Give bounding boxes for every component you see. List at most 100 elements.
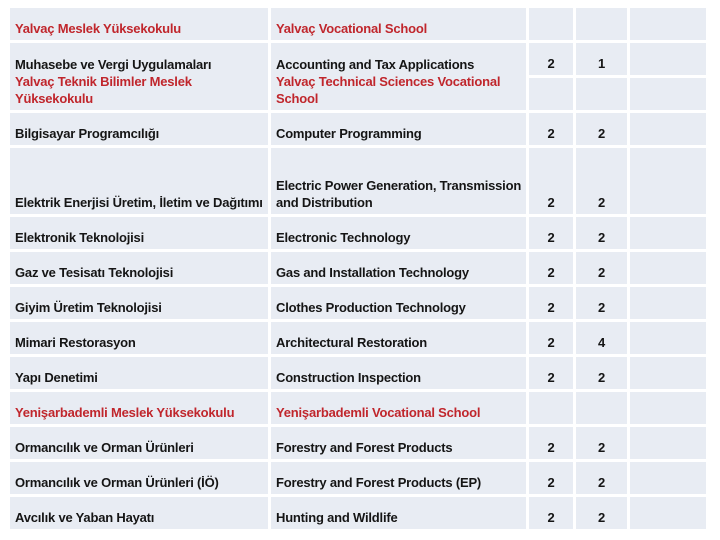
cell-name-turkish: Gaz ve Tesisatı Teknolojisi bbox=[10, 252, 268, 284]
cell-spare bbox=[630, 8, 706, 40]
cell-value-2 bbox=[576, 392, 627, 424]
program-name-text: Electronic Technology bbox=[276, 230, 411, 245]
table-row: Gaz ve Tesisatı Teknolojisi Gas and Insta… bbox=[10, 252, 706, 284]
table-row: Yalvaç Meslek Yüksekokulu Yalvaç Vocation… bbox=[10, 8, 706, 40]
cell-value-2 bbox=[576, 78, 627, 110]
table-row: Muhasebe ve Vergi Uygulamaları Yalvaç Tek… bbox=[10, 43, 706, 110]
program-name-text: Giyim Üretim Teknolojisi bbox=[15, 300, 162, 315]
program-name-text: Hunting and Wildlife bbox=[276, 510, 398, 525]
cell-value-2: 4 bbox=[576, 322, 627, 354]
school-name-text: Yalvaç Teknik Bilimler Meslek Yüksekokul… bbox=[15, 74, 192, 106]
programs-table: Yalvaç Meslek Yüksekokulu Yalvaç Vocation… bbox=[7, 5, 709, 532]
cell-name-turkish: Mimari Restorasyon bbox=[10, 322, 268, 354]
program-name-text: Elektronik Teknolojisi bbox=[15, 230, 145, 245]
school-name-text: Yalvaç Vocational School bbox=[276, 21, 428, 36]
cell-spare bbox=[630, 392, 706, 424]
cell-spare bbox=[630, 217, 706, 249]
program-name-text: Elektrik Enerjisi Üretim, İletim ve Dağı… bbox=[15, 195, 263, 210]
cell-name-turkish: Bilgisayar Programcılığı bbox=[10, 113, 268, 145]
program-name-text: Computer Programming bbox=[276, 126, 422, 141]
cell-name-english: Gas and Installation Technology bbox=[271, 252, 526, 284]
program-name-text: Bilgisayar Programcılığı bbox=[15, 126, 160, 141]
school-name-text: Yenişarbademli Vocational School bbox=[276, 405, 481, 420]
school-name-text: Yalvaç Meslek Yüksekokulu bbox=[15, 21, 182, 36]
cell-value-1: 2 bbox=[529, 357, 573, 389]
cell-value-2: 2 bbox=[576, 252, 627, 284]
table-row: Elektronik Teknolojisi Electronic Technol… bbox=[10, 217, 706, 249]
cell-spare bbox=[630, 148, 706, 214]
program-name-text: Electric Power Generation, Transmission … bbox=[276, 178, 522, 210]
program-name-text: Accounting and Tax Applications bbox=[276, 57, 475, 72]
cell-value-1: 2 bbox=[529, 217, 573, 249]
table-row: Avcılık ve Yaban Hayatı Hunting and Wildl… bbox=[10, 497, 706, 529]
cell-name-english: Forestry and Forest Products (EP) bbox=[271, 462, 526, 494]
program-name-text: Construction Inspection bbox=[276, 370, 421, 385]
cell-spare bbox=[630, 43, 706, 75]
cell-value-1: 2 bbox=[529, 427, 573, 459]
program-name-text: Gas and Installation Technology bbox=[276, 265, 469, 280]
table-row: Yenişarbademli Meslek Yüksekokulu Yenişar… bbox=[10, 392, 706, 424]
cell-name-english: Electric Power Generation, Transmission … bbox=[271, 148, 526, 214]
table-row: Ormancılık ve Orman Ürünleri (İÖ) Forestr… bbox=[10, 462, 706, 494]
cell-value-1: 2 bbox=[529, 462, 573, 494]
cell-value-2: 2 bbox=[576, 287, 627, 319]
table-row: Mimari Restorasyon Architectural Restorat… bbox=[10, 322, 706, 354]
cell-value-1: 2 bbox=[529, 43, 573, 75]
cell-value-2: 2 bbox=[576, 462, 627, 494]
cell-spare bbox=[630, 462, 706, 494]
cell-name-turkish: Yenişarbademli Meslek Yüksekokulu bbox=[10, 392, 268, 424]
cell-name-english: Architectural Restoration bbox=[271, 322, 526, 354]
program-name-text: Forestry and Forest Products bbox=[276, 440, 453, 455]
cell-value-2: 1 bbox=[576, 43, 627, 75]
cell-name-english: Clothes Production Technology bbox=[271, 287, 526, 319]
cell-name-english: Forestry and Forest Products bbox=[271, 427, 526, 459]
cell-value-1: 2 bbox=[529, 287, 573, 319]
cell-spare bbox=[630, 78, 706, 110]
cell-value-2: 2 bbox=[576, 217, 627, 249]
cell-name-english: Electronic Technology bbox=[271, 217, 526, 249]
cell-name-turkish: Muhasebe ve Vergi Uygulamaları Yalvaç Tek… bbox=[10, 43, 268, 110]
cell-name-turkish: Ormancılık ve Orman Ürünleri (İÖ) bbox=[10, 462, 268, 494]
cell-value-1: 2 bbox=[529, 322, 573, 354]
program-name-text: Ormancılık ve Orman Ürünleri bbox=[15, 440, 194, 455]
program-name-text: Gaz ve Tesisatı Teknolojisi bbox=[15, 265, 174, 280]
cell-spare bbox=[630, 357, 706, 389]
cell-name-turkish: Avcılık ve Yaban Hayatı bbox=[10, 497, 268, 529]
cell-value-2: 2 bbox=[576, 148, 627, 214]
cell-name-turkish: Ormancılık ve Orman Ürünleri bbox=[10, 427, 268, 459]
school-name-text: Yenişarbademli Meslek Yüksekokulu bbox=[15, 405, 235, 420]
cell-name-turkish: Yapı Denetimi bbox=[10, 357, 268, 389]
program-name-text: Mimari Restorasyon bbox=[15, 335, 136, 350]
cell-value-2: 2 bbox=[576, 357, 627, 389]
programs-table-body: Yalvaç Meslek Yüksekokulu Yalvaç Vocation… bbox=[10, 8, 706, 529]
cell-name-english: Computer Programming bbox=[271, 113, 526, 145]
table-row: Bilgisayar Programcılığı Computer Program… bbox=[10, 113, 706, 145]
cell-value-1 bbox=[529, 392, 573, 424]
cell-spare bbox=[630, 497, 706, 529]
cell-name-turkish: Elektronik Teknolojisi bbox=[10, 217, 268, 249]
cell-spare bbox=[630, 252, 706, 284]
table-row bbox=[10, 78, 706, 110]
table-row: Giyim Üretim Teknolojisi Clothes Producti… bbox=[10, 287, 706, 319]
cell-spare bbox=[630, 322, 706, 354]
cell-value-2: 2 bbox=[576, 113, 627, 145]
table-row: Elektrik Enerjisi Üretim, İletim ve Dağı… bbox=[10, 148, 706, 214]
program-name-text: Muhasebe ve Vergi Uygulamaları bbox=[15, 57, 212, 72]
program-name-text: Ormancılık ve Orman Ürünleri (İÖ) bbox=[15, 475, 219, 490]
cell-value-2 bbox=[576, 8, 627, 40]
cell-value-2: 2 bbox=[576, 497, 627, 529]
program-name-text: Architectural Restoration bbox=[276, 335, 428, 350]
cell-value-1: 2 bbox=[529, 113, 573, 145]
cell-spare bbox=[630, 287, 706, 319]
school-name-text: Yalvaç Technical Sciences Vocational Sch… bbox=[276, 74, 501, 106]
cell-name-english: Hunting and Wildlife bbox=[271, 497, 526, 529]
program-name-text: Avcılık ve Yaban Hayatı bbox=[15, 510, 155, 525]
cell-name-english: Yalvaç Vocational School bbox=[271, 8, 526, 40]
cell-name-turkish: Giyim Üretim Teknolojisi bbox=[10, 287, 268, 319]
cell-name-english: Yenişarbademli Vocational School bbox=[271, 392, 526, 424]
cell-value-1: 2 bbox=[529, 497, 573, 529]
cell-value-1 bbox=[529, 8, 573, 40]
table-row: Ormancılık ve Orman Ürünleri Forestry and… bbox=[10, 427, 706, 459]
cell-value-1: 2 bbox=[529, 252, 573, 284]
